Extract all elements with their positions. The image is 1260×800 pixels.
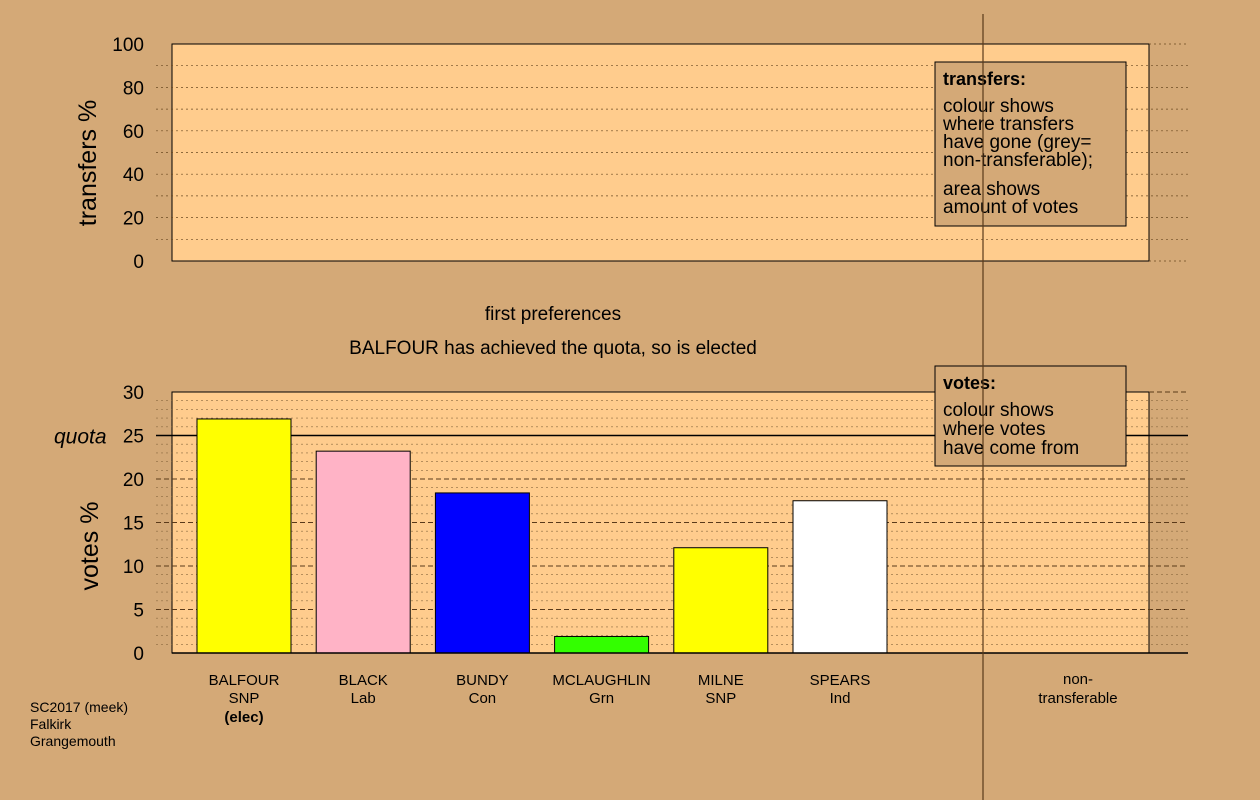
transfers-y-ticks: 0 20 40 60 80 100 bbox=[112, 35, 144, 273]
bar-black bbox=[315, 450, 411, 654]
votes-y-tick-label: 15 bbox=[123, 514, 144, 535]
transfers-y-tick-label: 80 bbox=[123, 78, 144, 99]
transfers-y-tick-label: 100 bbox=[112, 35, 144, 56]
votes-y-tick-label: 30 bbox=[123, 383, 144, 404]
transfers-legend-line: amount of votes bbox=[943, 197, 1078, 218]
votes-legend-line: have come from bbox=[943, 438, 1079, 459]
bar-milne bbox=[673, 547, 769, 654]
transfers-y-tick-label: 20 bbox=[123, 209, 144, 230]
votes-legend: votes: colour shows where votes have com… bbox=[934, 365, 1127, 467]
transfers-legend-line: area shows bbox=[943, 179, 1040, 200]
nontransferable-label: transferable bbox=[1038, 690, 1117, 707]
transfers-panel: 0 20 40 60 80 100 transfers % transfers: colo… bbox=[74, 35, 1188, 273]
candidate-party: Lab bbox=[351, 690, 376, 707]
candidate-name: MILNE bbox=[698, 672, 744, 689]
footer-line: SC2017 (meek) bbox=[30, 699, 128, 715]
candidate-party: SNP bbox=[705, 690, 736, 707]
transfers-legend-line: non-transferable); bbox=[943, 150, 1093, 171]
nontransferable-label: non- bbox=[1063, 671, 1093, 688]
bars bbox=[196, 418, 888, 654]
candidate-name: BALFOUR bbox=[209, 672, 280, 689]
transfers-y-tick-label: 60 bbox=[123, 122, 144, 143]
candidate-party: SNP bbox=[229, 690, 260, 707]
candidate-party: Con bbox=[469, 690, 497, 707]
candidate-party: Ind bbox=[830, 690, 851, 707]
candidate-name: MCLAUGHLIN bbox=[552, 672, 650, 689]
bar-balfour bbox=[196, 418, 292, 654]
votes-legend-line: where votes bbox=[942, 419, 1045, 440]
footer-line: Grangemouth bbox=[30, 733, 116, 749]
candidate-labels: BALFOURSNP(elec)BLACKLabBUNDYConMCLAUGHL… bbox=[209, 672, 871, 726]
votes-y-tick-label: 10 bbox=[123, 557, 144, 578]
bar-mclaughlin bbox=[554, 635, 650, 654]
votes-y-tick-label: 5 bbox=[133, 601, 144, 622]
votes-y-tick-label: 25 bbox=[123, 427, 144, 448]
transfers-legend-line: have gone (grey= bbox=[943, 132, 1091, 153]
bar-spears bbox=[792, 500, 888, 654]
candidate-name: BLACK bbox=[339, 672, 388, 689]
candidate-party: Grn bbox=[589, 690, 614, 707]
candidate-name: BUNDY bbox=[456, 672, 509, 689]
votes-legend-box bbox=[934, 365, 1127, 467]
candidate-status: (elec) bbox=[224, 709, 263, 726]
transfers-legend-line: colour shows bbox=[943, 96, 1054, 117]
stage-label: first preferences bbox=[485, 304, 621, 325]
bar-bundy bbox=[434, 492, 530, 654]
votes-y-tick-label: 20 bbox=[123, 470, 144, 491]
transfers-legend-title: transfers: bbox=[943, 69, 1026, 89]
votes-legend-line: colour shows bbox=[943, 400, 1054, 421]
stage-note: BALFOUR has achieved the quota, so is el… bbox=[349, 338, 757, 359]
votes-y-axis-label: votes % bbox=[76, 502, 104, 591]
quota-label: quota bbox=[54, 426, 107, 449]
footer-line: Falkirk bbox=[30, 716, 72, 732]
votes-y-ticks: 0 5 10 15 20 25 30 bbox=[123, 383, 144, 665]
transfers-legend-line: where transfers bbox=[942, 114, 1074, 135]
votes-legend-title: votes: bbox=[943, 373, 996, 393]
transfers-y-tick-label: 40 bbox=[123, 165, 144, 186]
candidate-name: SPEARS bbox=[810, 672, 871, 689]
transfers-y-axis-label: transfers % bbox=[74, 100, 102, 226]
votes-y-tick-label: 0 bbox=[133, 644, 144, 665]
transfers-legend-box bbox=[934, 61, 1127, 227]
transfers-y-tick-label: 0 bbox=[133, 252, 144, 273]
footer: SC2017 (meek) Falkirk Grangemouth bbox=[30, 699, 128, 749]
transfers-legend: transfers: colour shows where transfers … bbox=[934, 61, 1127, 227]
